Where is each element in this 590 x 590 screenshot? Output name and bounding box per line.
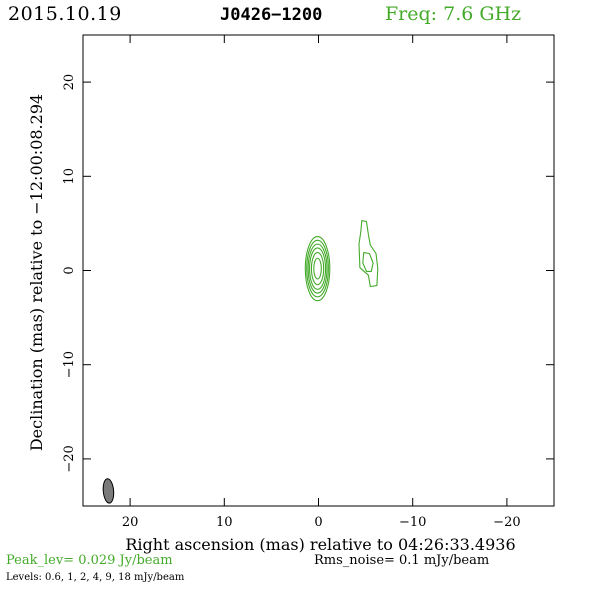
- y-tick-label: 10: [62, 168, 77, 185]
- frequency-label: Freq: 7.6 GHz: [385, 3, 522, 25]
- y-tick-label: −20: [62, 445, 77, 472]
- y-tick-label: 20: [62, 74, 77, 91]
- jet-inner-contour: [362, 252, 374, 272]
- x-tick-label: 20: [122, 515, 139, 530]
- x-tick-label: 0: [314, 515, 322, 530]
- axis-ticks: 20 10 0 −10 −20 20 10 0 −10 −20: [62, 35, 554, 530]
- core-contour: [306, 239, 329, 298]
- source-name: J0426−1200: [220, 5, 323, 25]
- core-contour: [307, 243, 328, 294]
- y-tick-label: −10: [62, 351, 77, 378]
- core-contour: [313, 257, 322, 280]
- rms-noise: Rms_noise= 0.1 mJy/beam: [314, 553, 490, 568]
- jet-outer-contour: [358, 220, 379, 288]
- core-contour: [310, 252, 325, 286]
- plot-frame: [82, 34, 555, 507]
- x-axis-title: Right ascension (mas) relative to 04:26:…: [125, 535, 515, 554]
- peak-level: Peak_lev= 0.029 Jy/beam: [6, 553, 173, 568]
- x-tick-label: −10: [399, 515, 426, 530]
- y-tick-label: 0: [62, 266, 77, 274]
- x-tick-label: −20: [493, 515, 520, 530]
- y-axis-title: Declination (mas) relative to −12:00:08.…: [27, 94, 46, 451]
- x-tick-label: 10: [216, 515, 233, 530]
- core-contour: [309, 247, 327, 290]
- observation-date: 2015.10.19: [8, 3, 122, 25]
- contour-group: [102, 220, 379, 504]
- core-contour: [304, 236, 331, 302]
- beam-ellipse: [102, 478, 115, 504]
- contour-levels: Levels: 0.6, 1, 2, 4, 9, 18 mJy/beam: [6, 572, 185, 583]
